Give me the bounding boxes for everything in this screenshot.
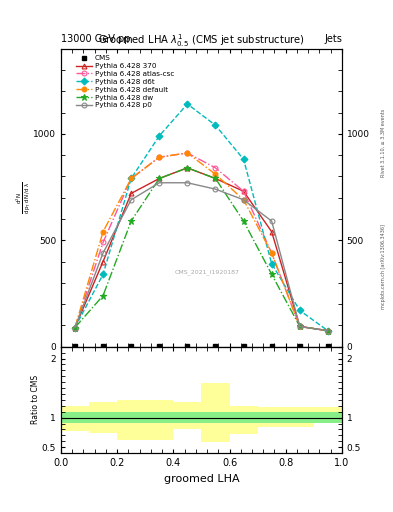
Pythia 6.428 p0 [73, 325, 77, 331]
Pythia 6.428 d6t [241, 156, 246, 162]
CMS [241, 343, 246, 349]
Pythia 6.428 370 [73, 325, 77, 331]
Pythia 6.428 default [325, 328, 330, 334]
Line: Pythia 6.428 p0: Pythia 6.428 p0 [73, 180, 330, 333]
Pythia 6.428 default [185, 150, 190, 156]
Pythia 6.428 d6t [129, 176, 134, 182]
Pythia 6.428 dw [101, 292, 105, 298]
Line: Pythia 6.428 default: Pythia 6.428 default [73, 151, 330, 333]
Text: 13000 GeV pp: 13000 GeV pp [61, 33, 130, 44]
Y-axis label: Ratio to CMS: Ratio to CMS [31, 375, 40, 424]
Pythia 6.428 370 [269, 229, 274, 235]
Pythia 6.428 atlas-csc [129, 176, 134, 182]
Pythia 6.428 atlas-csc [325, 328, 330, 334]
Pythia 6.428 d6t [101, 271, 105, 278]
Pythia 6.428 d6t [298, 307, 302, 313]
Pythia 6.428 d6t [157, 133, 162, 139]
Pythia 6.428 d6t [325, 328, 330, 334]
Title: Groomed LHA $\lambda^{1}_{0.5}$ (CMS jet substructure): Groomed LHA $\lambda^{1}_{0.5}$ (CMS jet… [98, 32, 305, 49]
Pythia 6.428 370 [298, 324, 302, 330]
Pythia 6.428 default [73, 325, 77, 331]
CMS [298, 343, 302, 349]
Pythia 6.428 p0 [325, 328, 330, 334]
CMS [157, 343, 162, 349]
Pythia 6.428 dw [129, 218, 134, 224]
Pythia 6.428 p0 [241, 197, 246, 203]
Pythia 6.428 p0 [101, 250, 105, 256]
Pythia 6.428 atlas-csc [213, 165, 218, 171]
Pythia 6.428 atlas-csc [185, 150, 190, 156]
Pythia 6.428 default [101, 229, 105, 235]
Pythia 6.428 d6t [73, 325, 77, 331]
Line: Pythia 6.428 atlas-csc: Pythia 6.428 atlas-csc [73, 151, 330, 333]
Pythia 6.428 p0 [269, 218, 274, 224]
Pythia 6.428 dw [241, 218, 246, 224]
Line: Pythia 6.428 370: Pythia 6.428 370 [73, 165, 330, 333]
Line: CMS: CMS [73, 344, 330, 349]
CMS [73, 343, 77, 349]
CMS [101, 343, 105, 349]
Pythia 6.428 atlas-csc [73, 325, 77, 331]
Pythia 6.428 default [213, 171, 218, 177]
Pythia 6.428 default [241, 197, 246, 203]
CMS [185, 343, 190, 349]
Pythia 6.428 p0 [129, 197, 134, 203]
Pythia 6.428 default [129, 176, 134, 182]
CMS [213, 343, 218, 349]
Pythia 6.428 370 [241, 188, 246, 195]
Pythia 6.428 dw [73, 325, 77, 331]
Pythia 6.428 370 [325, 328, 330, 334]
Pythia 6.428 370 [213, 176, 218, 182]
Pythia 6.428 p0 [298, 324, 302, 330]
CMS [129, 343, 134, 349]
Pythia 6.428 370 [157, 176, 162, 182]
Pythia 6.428 dw [213, 176, 218, 182]
Legend: CMS, Pythia 6.428 370, Pythia 6.428 atlas-csc, Pythia 6.428 d6t, Pythia 6.428 de: CMS, Pythia 6.428 370, Pythia 6.428 atla… [76, 55, 174, 109]
Pythia 6.428 d6t [269, 261, 274, 267]
Pythia 6.428 dw [325, 328, 330, 334]
Pythia 6.428 atlas-csc [298, 324, 302, 330]
Text: mcplots.cern.ch [arXiv:1306.3436]: mcplots.cern.ch [arXiv:1306.3436] [381, 224, 386, 309]
Pythia 6.428 370 [185, 165, 190, 171]
Pythia 6.428 d6t [185, 101, 190, 107]
Line: Pythia 6.428 d6t: Pythia 6.428 d6t [73, 101, 330, 333]
Pythia 6.428 dw [185, 165, 190, 171]
Pythia 6.428 default [157, 154, 162, 160]
Pythia 6.428 atlas-csc [269, 250, 274, 256]
Pythia 6.428 d6t [213, 122, 218, 129]
Y-axis label: $\mathrm{\frac{d^2N}{d\,p_T\,d\,N\,/\,d\,\lambda}}$: $\mathrm{\frac{d^2N}{d\,p_T\,d\,N\,/\,d\… [14, 182, 32, 214]
Text: Jets: Jets [324, 33, 342, 44]
Pythia 6.428 370 [129, 190, 134, 197]
Pythia 6.428 p0 [213, 186, 218, 192]
Pythia 6.428 dw [269, 271, 274, 278]
Pythia 6.428 p0 [185, 180, 190, 186]
Pythia 6.428 atlas-csc [241, 188, 246, 195]
Pythia 6.428 dw [298, 324, 302, 330]
Text: CMS_2021_I1920187: CMS_2021_I1920187 [174, 269, 239, 275]
Pythia 6.428 default [269, 250, 274, 256]
CMS [269, 343, 274, 349]
X-axis label: groomed LHA: groomed LHA [163, 474, 239, 483]
CMS [325, 343, 330, 349]
Pythia 6.428 p0 [157, 180, 162, 186]
Line: Pythia 6.428 dw: Pythia 6.428 dw [72, 164, 331, 334]
Text: Rivet 3.1.10, ≥ 3.3M events: Rivet 3.1.10, ≥ 3.3M events [381, 109, 386, 178]
Pythia 6.428 atlas-csc [157, 154, 162, 160]
Pythia 6.428 default [298, 324, 302, 330]
Pythia 6.428 370 [101, 259, 105, 265]
Pythia 6.428 dw [157, 176, 162, 182]
Pythia 6.428 atlas-csc [101, 239, 105, 245]
